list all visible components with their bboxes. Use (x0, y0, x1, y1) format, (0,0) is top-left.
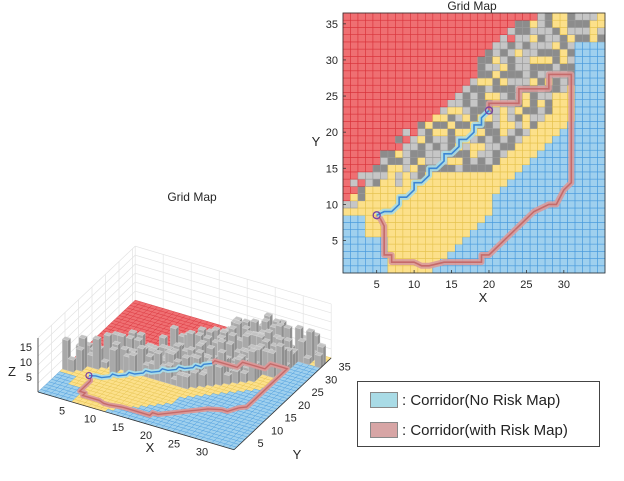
legend-swatch-with-risk (370, 422, 398, 438)
map3d-zlabel: Z (8, 364, 16, 379)
obstacle-face (117, 342, 121, 373)
obstacle-face (84, 335, 88, 370)
obstacle-face (115, 347, 119, 375)
obstacle-face (223, 374, 230, 385)
obstacle-face (314, 354, 321, 369)
z3d-tick-label: 10 (20, 357, 32, 369)
legend-item-with-risk: : Corridor(with Risk Map) (370, 420, 568, 440)
x3d-tick-label: 10 (84, 414, 96, 426)
map2d-title: Grid Map (447, 0, 497, 13)
x3d-tick-label: 5 (59, 405, 65, 417)
x3d-tick-label: 30 (196, 447, 208, 459)
obstacle-face (182, 375, 188, 390)
obstacle-face (198, 373, 205, 388)
z3d-tick-label: 15 (20, 342, 32, 354)
y3d-tick-label: 30 (325, 374, 337, 386)
obstacle-face (220, 364, 224, 387)
obstacle-face (62, 338, 69, 371)
legend: : Corridor(No Risk Map) : Corridor(with … (357, 381, 600, 447)
x3d-tick-label: 15 (112, 422, 124, 434)
obstacle-face (289, 348, 293, 370)
z3d-tick-label: 5 (26, 372, 32, 384)
legend-swatch-no-risk (370, 392, 398, 408)
obstacle-face (76, 348, 82, 372)
obstacle-face (322, 344, 326, 366)
y3d-tick-label: 15 (285, 413, 297, 425)
legend-label-with-risk: : Corridor(with Risk Map) (402, 421, 568, 439)
obstacle-face (311, 329, 315, 363)
map3d-title: Grid Map (167, 190, 217, 204)
y3d-tick-label: 20 (298, 400, 310, 412)
map3d-ylabel: Y (293, 447, 302, 462)
obstacle-face (81, 347, 85, 372)
y3d-tick-label: 25 (312, 387, 324, 399)
obstacle-face (176, 373, 183, 388)
map3d-xlabel: X (146, 440, 155, 455)
obstacle-face (67, 358, 74, 373)
obstacle-face (215, 365, 222, 386)
obstacle-face (109, 348, 116, 375)
obstacle-face (98, 336, 102, 370)
obstacle-face (262, 350, 269, 377)
obstacle-face (190, 371, 197, 389)
obstacle-face (297, 340, 304, 364)
obstacle-face (231, 370, 238, 385)
map2d-cells (342, 12, 606, 274)
obstacle-face (240, 372, 247, 384)
obstacle-face (92, 337, 99, 370)
legend-label-no-risk: : Corridor(No Risk Map) (402, 391, 561, 409)
y3d-tick-label: 10 (271, 425, 283, 437)
y3d-tick-label: 35 (339, 362, 351, 374)
obstacle-face (87, 354, 93, 369)
y3d-tick-label: 5 (258, 438, 264, 450)
x3d-tick-label: 25 (168, 438, 180, 450)
obstacle-face (195, 370, 199, 389)
legend-item-no-risk: : Corridor(No Risk Map) (370, 390, 560, 410)
obstacle-face (154, 352, 160, 382)
obstacle-face (259, 347, 263, 378)
